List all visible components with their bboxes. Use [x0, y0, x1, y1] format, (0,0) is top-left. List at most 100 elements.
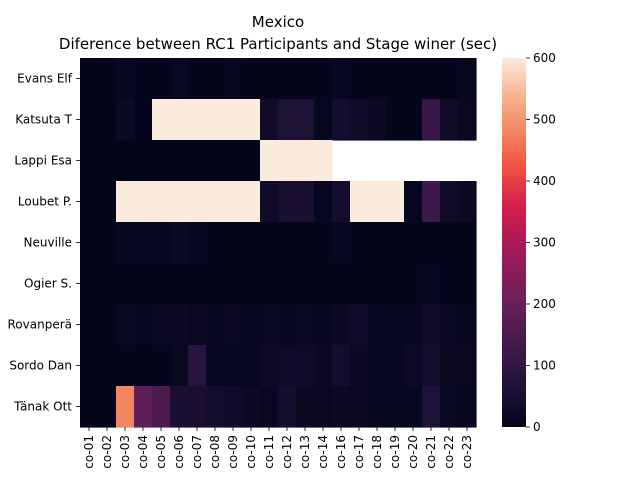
heatmap-cell: [278, 181, 297, 223]
heatmap-cell: [152, 99, 171, 141]
heatmap-cell: [314, 222, 333, 264]
heatmap-cell: [314, 263, 333, 305]
heatmap-cell: [80, 386, 99, 428]
heatmap-cell: [278, 386, 297, 428]
heatmap-cell: [98, 99, 117, 141]
heatmap-cell: [98, 222, 117, 264]
heatmap-cell: [98, 386, 117, 428]
heatmap-cell: [422, 386, 441, 428]
chart-title-line-2: Diference between RC1 Participants and S…: [59, 35, 497, 53]
heatmap-cell: [278, 140, 297, 182]
heatmap-cell: [80, 263, 99, 305]
heatmap-cell: [224, 263, 243, 305]
heatmap-cell: [368, 386, 387, 428]
heatmap-cell: [350, 386, 369, 428]
heatmap-cell: [206, 99, 225, 141]
heatmap-cell: [440, 263, 459, 305]
heatmap-cell: [368, 99, 387, 141]
heatmap-cell: [242, 181, 261, 223]
x-tick-label: co-18: [370, 435, 384, 469]
x-tick-label: co-16: [334, 435, 348, 469]
heatmap-cell: [260, 263, 279, 305]
heatmap-cell: [170, 222, 189, 264]
heatmap-cell: [80, 345, 99, 387]
heatmap-cell: [98, 304, 117, 346]
x-tick-label: co-01: [82, 435, 96, 469]
heatmap-cell: [206, 386, 225, 428]
heatmap-cell: [332, 222, 351, 264]
heatmap-cell: [242, 58, 261, 100]
heatmap-cell: [278, 304, 297, 346]
heatmap-cell: [278, 222, 297, 264]
heatmap-cell: [296, 58, 315, 100]
heatmap-cell: [296, 140, 315, 182]
heatmap-cell: [404, 304, 423, 346]
heatmap-cell: [98, 58, 117, 100]
heatmap-cell: [422, 181, 441, 223]
heatmap-cell: [170, 140, 189, 182]
heatmap-cell: [206, 304, 225, 346]
heatmap-cell: [116, 345, 135, 387]
heatmap-cell: [440, 99, 459, 141]
heatmap-cell: [386, 181, 405, 223]
x-tick-label: co-12: [280, 435, 294, 469]
heatmap-cell: [404, 345, 423, 387]
heatmap-cell: [116, 304, 135, 346]
colorbar: [502, 58, 526, 427]
heatmap-cell: [260, 58, 279, 100]
heatmap-cell: [224, 304, 243, 346]
heatmap-cell: [224, 99, 243, 141]
x-tick-label: co-03: [118, 435, 132, 469]
y-tick-label: Rovanperä: [8, 318, 73, 332]
heatmap-cell: [152, 58, 171, 100]
heatmap-cell: [170, 99, 189, 141]
heatmap-cell: [134, 58, 153, 100]
heatmap-cell: [458, 345, 477, 387]
heatmap-cell: [80, 58, 99, 100]
heatmap-cell: [134, 386, 153, 428]
heatmap-cell: [224, 58, 243, 100]
heatmap-cell: [206, 58, 225, 100]
heatmap-cell: [404, 222, 423, 264]
heatmap-cell: [332, 99, 351, 141]
x-tick-label: co-02: [100, 435, 114, 469]
heatmap-cell: [80, 140, 99, 182]
heatmap-cell: [170, 345, 189, 387]
heatmap-cell: [440, 386, 459, 428]
heatmap-cell: [350, 99, 369, 141]
heatmap-cell: [350, 181, 369, 223]
heatmap-cell: [386, 386, 405, 428]
heatmap-cell: [332, 386, 351, 428]
x-tick-label: co-14: [316, 435, 330, 469]
heatmap-cell: [134, 304, 153, 346]
heatmap-cell: [332, 263, 351, 305]
heatmap-cell: [116, 222, 135, 264]
heatmap-cell: [188, 304, 207, 346]
heatmap-cell: [152, 140, 171, 182]
heatmap-cell: [458, 222, 477, 264]
heatmap-cell: [188, 181, 207, 223]
colorbar-tick-label: 500: [533, 113, 556, 127]
x-tick-label: co-04: [136, 435, 150, 469]
heatmap-cell: [458, 58, 477, 100]
heatmap-cell: [224, 345, 243, 387]
heatmap-cell: [170, 181, 189, 223]
heatmap-cell: [98, 140, 117, 182]
heatmap-cell: [404, 263, 423, 305]
heatmap-cell: [368, 222, 387, 264]
heatmap-cell: [170, 304, 189, 346]
heatmap-cell: [170, 386, 189, 428]
x-tick-label: co-07: [190, 435, 204, 469]
heatmap-cell: [350, 58, 369, 100]
heatmap-cell: [260, 99, 279, 141]
heatmap-cell: [440, 345, 459, 387]
heatmap-cell: [368, 181, 387, 223]
heatmap-cell: [296, 263, 315, 305]
y-tick-label: Lappi Esa: [14, 154, 72, 168]
y-axis-ticks: Evans Elf Katsuta T Lappi Esa Loubet P. Neuv…: [8, 72, 80, 414]
heatmap-cell: [242, 222, 261, 264]
heatmap-cell: [296, 386, 315, 428]
heatmap-cell: [206, 263, 225, 305]
heatmap-cell: [152, 263, 171, 305]
heatmap-cell: [98, 345, 117, 387]
